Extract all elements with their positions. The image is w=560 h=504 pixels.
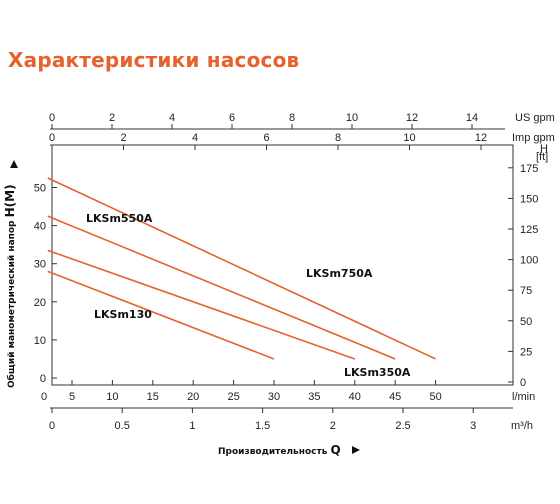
usgpm-tick-label: 0 [49, 112, 55, 124]
x-axis-arrow-icon [352, 446, 360, 454]
impgpm-tick-label: 12 [475, 132, 487, 144]
usgpm-tick-label: 10 [346, 112, 358, 124]
m3h-tick-label: 0 [49, 420, 55, 432]
m3h-tick-label: 0.5 [115, 420, 130, 432]
series-label-lksm130: LKSm130 [94, 308, 152, 321]
y-axis-label: Общий манометрический напор H(M) [3, 184, 17, 388]
lmin-tick-label: 10 [106, 391, 118, 403]
hm-tick-label: 40 [34, 221, 46, 233]
lmin-tick-label: 40 [349, 391, 361, 403]
curve-lksm350a [47, 249, 356, 360]
hft-tick-label: 50 [520, 316, 532, 328]
m3h-tick-label: 1 [189, 420, 195, 432]
curve-lksm130 [47, 270, 275, 360]
x-axis-label: Производительность Q [218, 443, 341, 457]
hft-tick-label: 0 [520, 377, 526, 389]
hm-tick-label: 0 [40, 373, 46, 385]
series-label-lksm350a: LKSm350A [344, 366, 411, 379]
page-title: Характеристики насосов [8, 48, 300, 72]
usgpm-tick-label: 8 [289, 112, 295, 124]
series-label-lksm550a: LKSm550A [86, 212, 153, 225]
usgpm-tick-label: 2 [109, 112, 115, 124]
lmin-tick-label: 35 [308, 391, 320, 403]
hft-tick-label: 125 [520, 224, 538, 236]
m3h-tick-label: 2.5 [395, 420, 410, 432]
impgpm-tick-label: 2 [120, 132, 126, 144]
hft-unit-label-h: H [540, 143, 548, 155]
hm-tick-label: 50 [34, 183, 46, 195]
usgpm-tick-label: 4 [169, 112, 175, 124]
lmin-tick-label: 15 [147, 391, 159, 403]
impgpm-tick-label: 8 [335, 132, 341, 144]
curve-lksm550a [47, 215, 396, 360]
hft-tick-label: 150 [520, 193, 538, 205]
impgpm-unit-label: Imp gpm [512, 132, 555, 144]
usgpm-tick-label: 14 [466, 112, 478, 124]
lmin-tick-label: 5 [69, 391, 75, 403]
m3h-unit-label: m³/h [511, 420, 533, 432]
impgpm-tick-label: 10 [403, 132, 415, 144]
impgpm-tick-label: 0 [49, 132, 55, 144]
lmin-tick-label: 30 [268, 391, 280, 403]
lmin-unit-label: l/min [512, 391, 535, 403]
usgpm-tick-label: 12 [406, 112, 418, 124]
hm-tick-label: 20 [34, 297, 46, 309]
hft-tick-label: 100 [520, 255, 538, 267]
hft-unit-label-ft: [ft] [536, 151, 548, 163]
lmin-tick-label: 0 [41, 391, 47, 403]
m3h-tick-label: 3 [470, 420, 476, 432]
hft-tick-label: 25 [520, 346, 532, 358]
usgpm-tick-label: 6 [229, 112, 235, 124]
m3h-tick-label: 2 [330, 420, 336, 432]
hm-tick-label: 30 [34, 259, 46, 271]
impgpm-tick-label: 6 [263, 132, 269, 144]
lmin-tick-label: 25 [227, 391, 239, 403]
lmin-tick-label: 45 [389, 391, 401, 403]
lmin-tick-label: 20 [187, 391, 199, 403]
y-axis-arrow-icon [10, 160, 18, 168]
curve-lksm750a [47, 177, 436, 360]
hft-tick-label: 175 [520, 163, 538, 175]
plot-frame [51, 144, 514, 386]
usgpm-unit-label: US gpm [515, 112, 555, 124]
series-label-lksm750a: LKSm750A [306, 267, 373, 280]
hm-tick-label: 10 [34, 335, 46, 347]
hft-tick-label: 75 [520, 285, 532, 297]
m3h-tick-label: 1.5 [255, 420, 270, 432]
impgpm-tick-label: 4 [192, 132, 198, 144]
lmin-tick-label: 50 [429, 391, 441, 403]
